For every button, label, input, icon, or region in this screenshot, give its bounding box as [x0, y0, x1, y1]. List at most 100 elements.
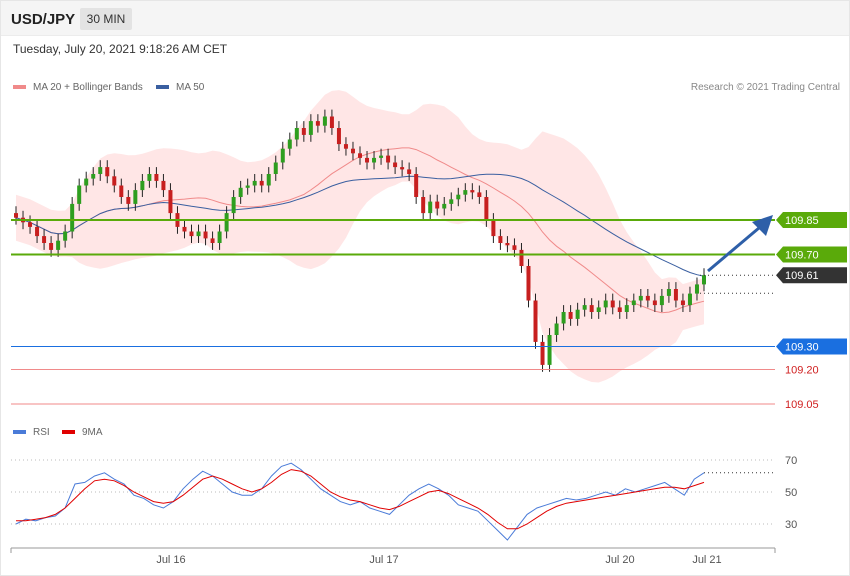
candle-body-87: [624, 305, 629, 312]
candle-body-57: [414, 174, 419, 197]
ma50-line: [15, 173, 705, 277]
candle-body-18: [140, 180, 145, 191]
level-tag-109.61: [776, 267, 847, 284]
candle-body-48: [350, 148, 355, 154]
candle-body-44: [322, 116, 327, 126]
candle-body-33: [245, 185, 250, 188]
candle-body-0: [14, 213, 18, 218]
candle-body-17: [133, 190, 138, 204]
candle-body-77: [554, 323, 559, 335]
legend-label-0: MA 20 + Bollinger Bands: [33, 82, 143, 93]
rsi-legend-swatch-1: [62, 430, 75, 434]
candle-body-59: [428, 201, 433, 214]
candle-body-80: [575, 309, 580, 319]
symbol-title: USD/JPY: [11, 11, 76, 28]
bollinger-band-area: [16, 90, 704, 383]
candle-body-2: [28, 222, 33, 227]
candle-body-6: [56, 240, 61, 250]
candle-body-89: [638, 295, 643, 301]
candle-body-92: [659, 295, 664, 306]
rsi-legend-label-0: RSI: [33, 427, 50, 438]
rsi-legend-swatch-0: [13, 430, 26, 434]
candle-body-7: [63, 231, 68, 241]
candle-body-79: [568, 312, 573, 319]
candle-body-95: [680, 300, 685, 306]
candle-body-34: [252, 180, 257, 186]
candle-body-67: [484, 197, 489, 220]
candle-body-96: [687, 293, 692, 306]
candle-body-41: [301, 128, 306, 135]
candle-body-91: [652, 300, 657, 306]
candle-body-66: [477, 192, 482, 197]
level-label-109.30: 109.30: [785, 342, 819, 354]
candle-body-56: [407, 169, 412, 174]
candle-body-8: [70, 203, 75, 232]
candle-body-35: [259, 180, 264, 186]
candle-body-37: [273, 162, 278, 174]
candle-body-12: [98, 167, 103, 174]
level-label-109.20: 109.20: [785, 365, 819, 377]
level-label-109.05: 109.05: [785, 399, 819, 411]
rsi-legend-label-1: 9MA: [82, 427, 103, 438]
candle-body-50: [365, 157, 370, 163]
candle-body-4: [42, 236, 47, 243]
legend-swatch-1: [156, 85, 169, 89]
candle-body-30: [224, 213, 229, 232]
candle-body-52: [379, 155, 384, 158]
candle-body-15: [119, 185, 124, 197]
level-tag-109.30: [776, 338, 847, 355]
candle-body-26: [196, 231, 201, 237]
rsi-tick-70: 70: [785, 455, 797, 467]
rsi-tick-50: 50: [785, 487, 797, 499]
level-tag-109.85: [776, 212, 847, 228]
candle-body-36: [266, 174, 271, 186]
x-axis-label-0: Jul 16: [156, 554, 185, 566]
candle-body-46: [336, 128, 341, 145]
candle-body-47: [343, 144, 348, 149]
candle-body-94: [673, 289, 678, 301]
candle-body-16: [126, 197, 131, 204]
candle-body-60: [435, 201, 440, 209]
candle-body-86: [617, 307, 622, 312]
level-tag-109.70: [776, 246, 847, 263]
candle-body-39: [287, 139, 292, 149]
candle-body-73: [526, 266, 531, 301]
candle-body-97: [694, 284, 699, 294]
candle-body-31: [231, 197, 236, 214]
candle-body-22: [168, 190, 173, 214]
candle-body-5: [49, 243, 54, 250]
rsi-tick-30: 30: [785, 519, 797, 531]
level-label-109.61: 109.61: [785, 270, 819, 282]
candle-body-55: [400, 167, 405, 170]
candle-body-9: [77, 185, 82, 204]
candle-body-58: [421, 197, 426, 214]
candle-body-75: [540, 341, 545, 365]
candle-body-83: [596, 307, 601, 312]
candle-body-10: [84, 178, 89, 186]
candle-body-90: [645, 295, 650, 301]
candle-body-42: [308, 121, 313, 135]
level-label-109.70: 109.70: [785, 250, 819, 262]
chart-header: USD/JPY 30 MIN: [1, 1, 849, 36]
candle-body-43: [315, 121, 320, 126]
candle-body-74: [533, 300, 538, 342]
candle-body-54: [393, 162, 398, 168]
candle-body-14: [112, 176, 117, 186]
level-label-109.85: 109.85: [785, 215, 819, 227]
candle-body-68: [491, 220, 496, 237]
candle-body-27: [203, 231, 208, 239]
candle-body-62: [449, 199, 454, 204]
candle-body-85: [610, 300, 615, 308]
candle-body-78: [561, 312, 566, 324]
timeframe-tab[interactable]: 30 MIN: [80, 8, 132, 30]
candle-body-38: [280, 148, 285, 163]
candle-body-40: [294, 128, 299, 140]
candle-body-61: [442, 203, 447, 209]
candle-body-49: [358, 153, 362, 158]
candle-body-28: [210, 238, 215, 243]
legend-swatch-0: [13, 85, 26, 89]
candle-body-64: [463, 190, 468, 195]
credit-text: Research © 2021 Trading Central: [691, 82, 840, 93]
candle-body-63: [456, 194, 461, 200]
